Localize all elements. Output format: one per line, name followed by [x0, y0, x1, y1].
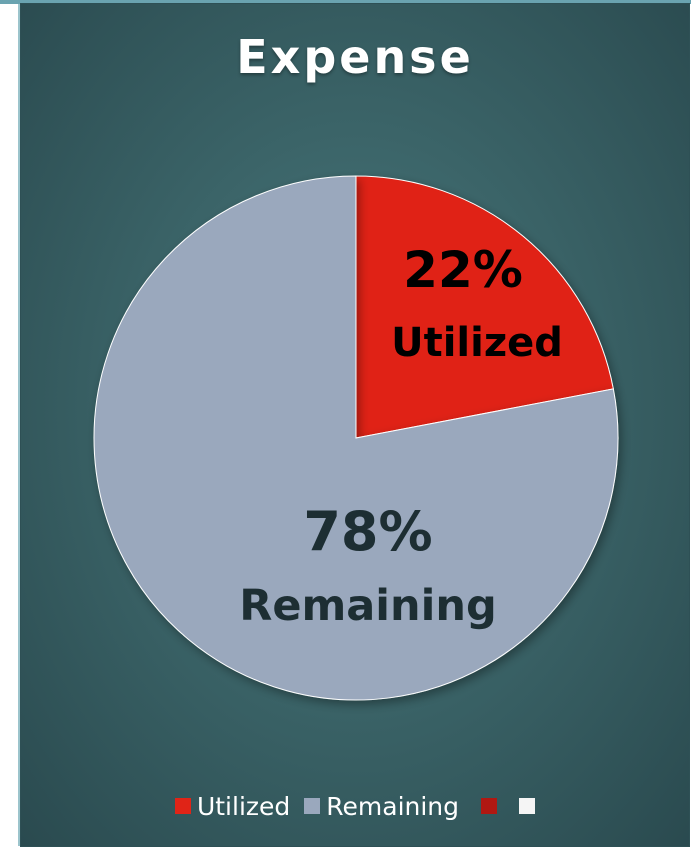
frame-left-edge [18, 4, 21, 846]
data-label-pct-remaining: 78% [303, 500, 432, 563]
chart-legend: Utilized Remaining [21, 788, 689, 824]
pie-slice-utilized [355, 175, 614, 439]
legend-swatch [519, 798, 536, 814]
legend-item-remaining: Remaining [304, 792, 459, 821]
legend-swatch [304, 798, 321, 814]
legend-swatch [481, 798, 498, 814]
legend-swatch [174, 798, 191, 814]
frame-top-edge [0, 0, 691, 4]
legend-label: Utilized [196, 791, 291, 821]
chart-title: Expense [236, 30, 474, 84]
data-label-name-remaining: Remaining [239, 581, 497, 631]
legend-item-blank-2 [481, 798, 498, 814]
data-label-pct-utilized: 22% [403, 241, 523, 299]
legend-label: Remaining [326, 791, 460, 821]
data-label-name-utilized: Utilized [391, 320, 563, 366]
legend-item-blank-3 [519, 798, 536, 814]
legend-item-utilized: Utilized [174, 791, 291, 821]
pie-slice-remaining [93, 175, 619, 701]
